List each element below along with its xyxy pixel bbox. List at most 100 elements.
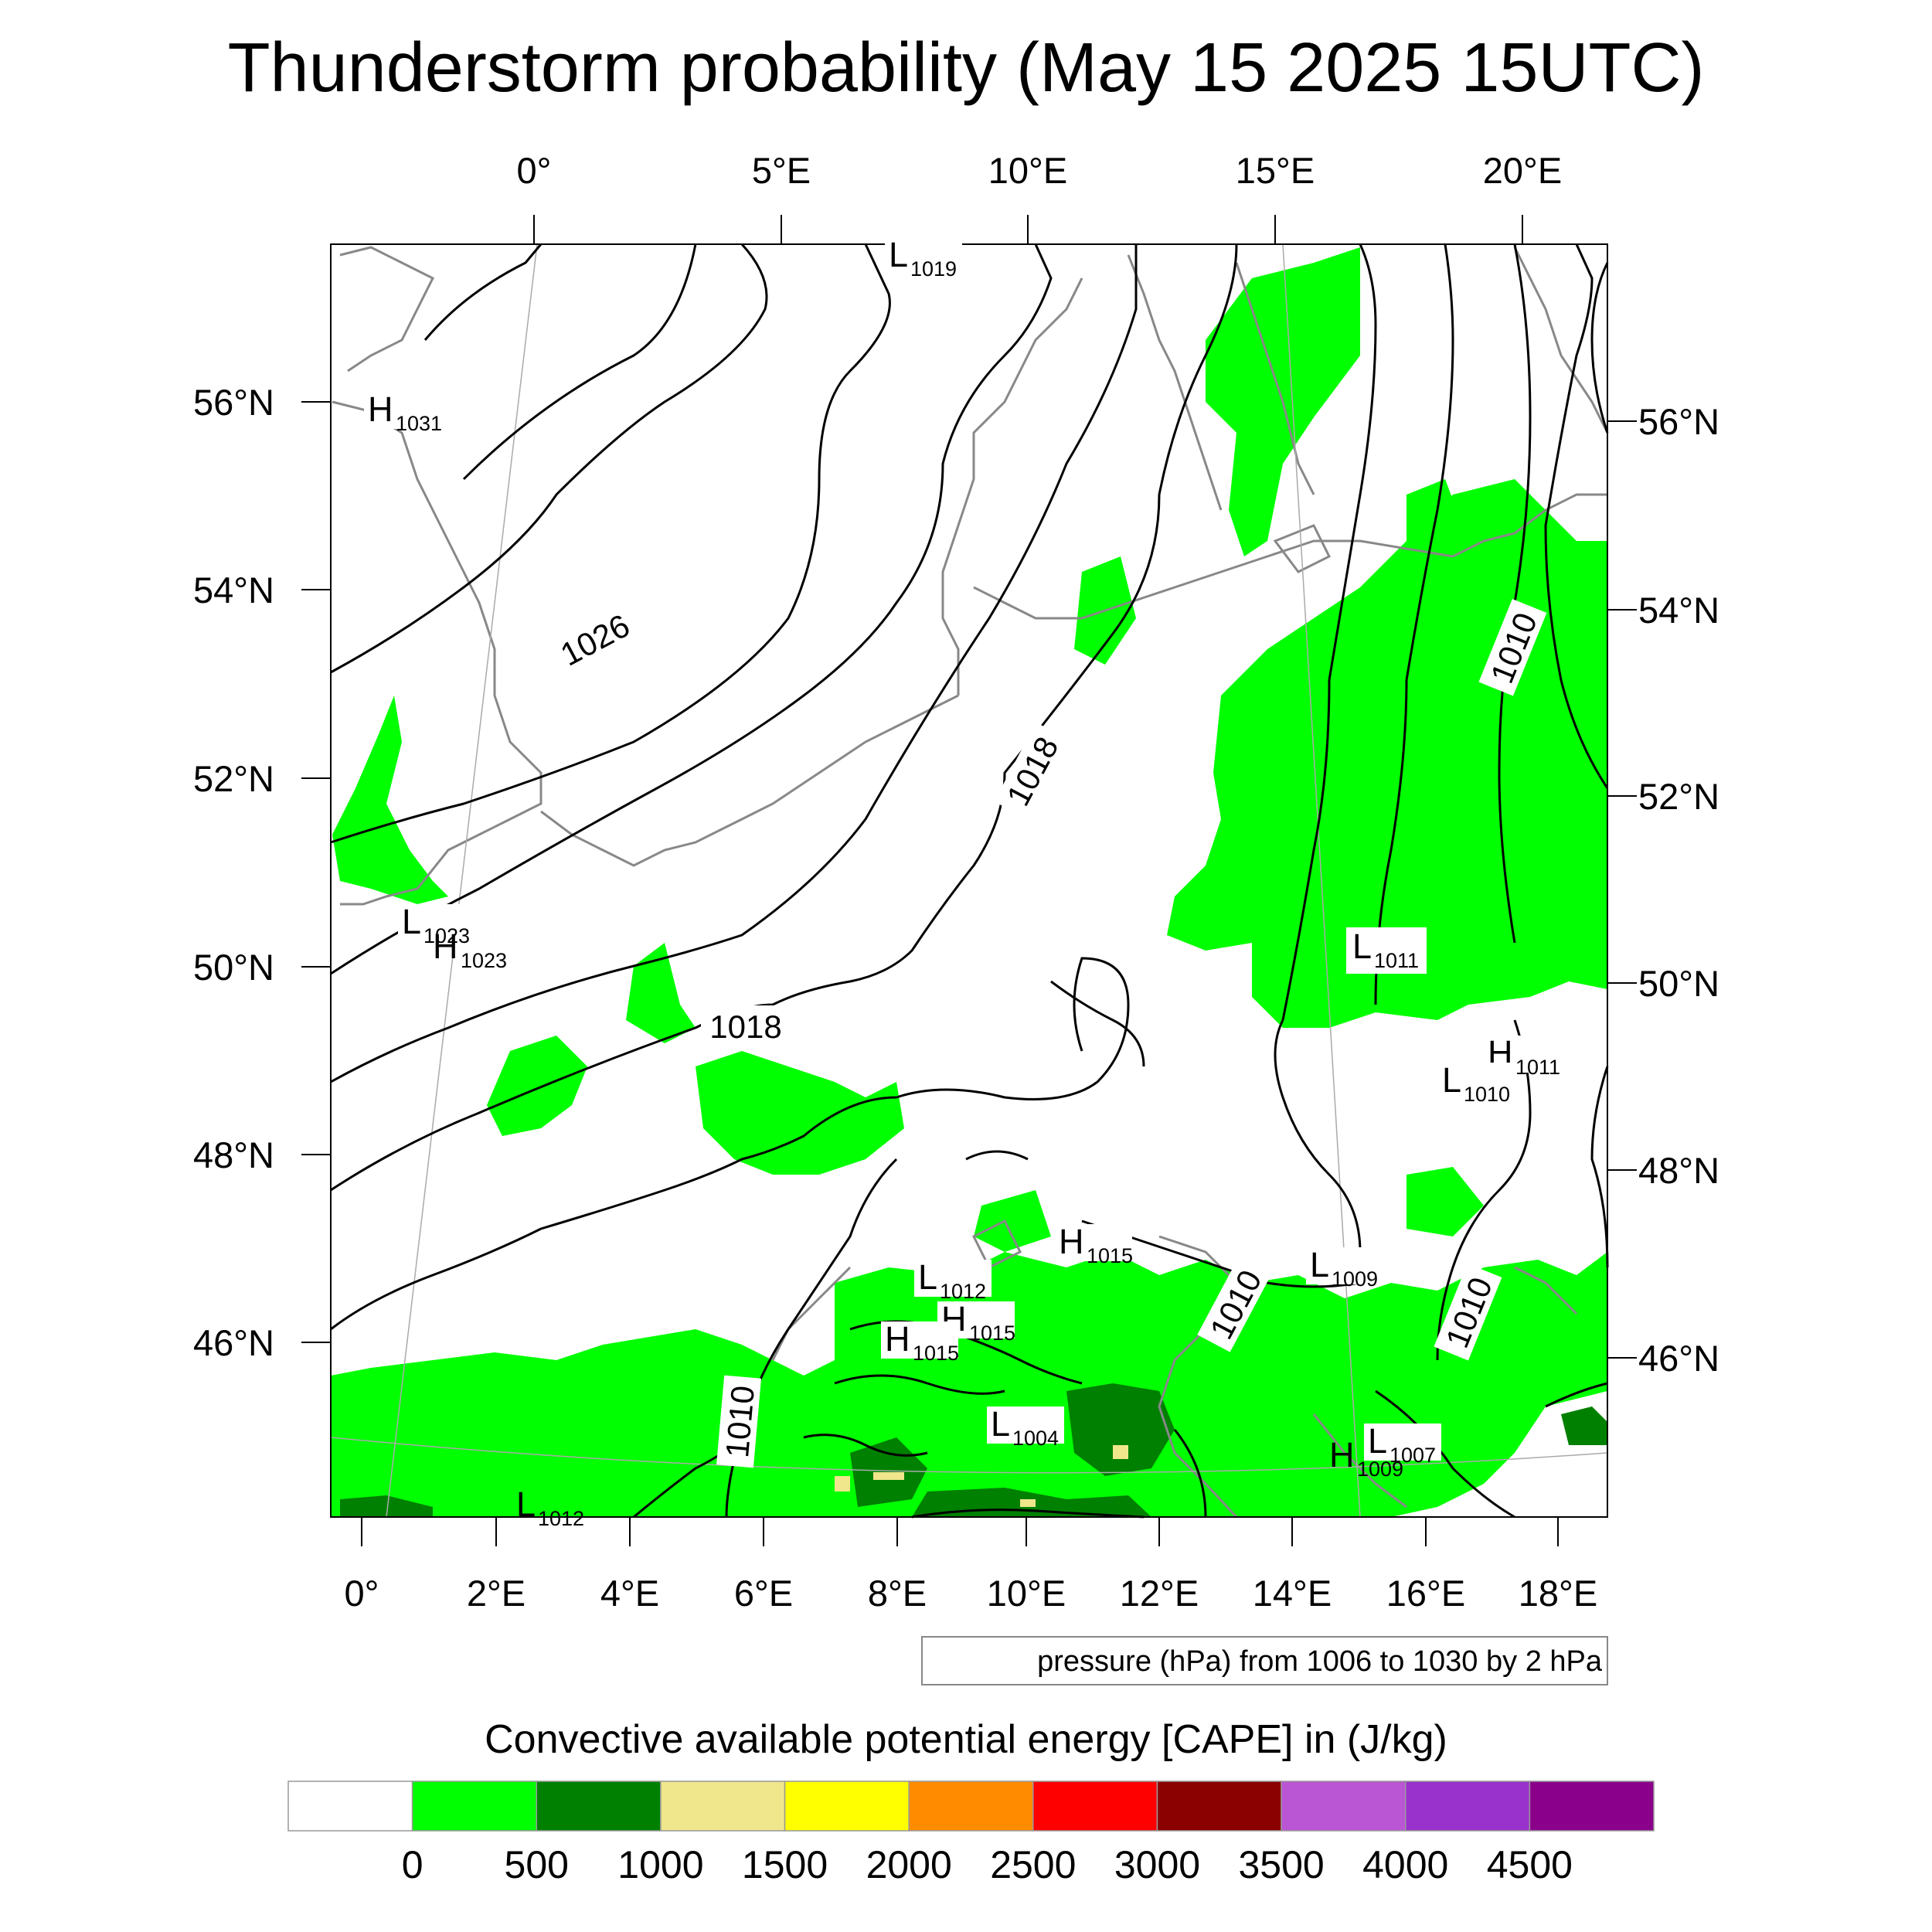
svg-text:L: L xyxy=(1442,1060,1461,1100)
pressure-center: L 1012 xyxy=(914,1257,992,1303)
map-title: Thunderstorm probability (May 15 2025 15… xyxy=(228,29,1705,107)
right-lat-tick: 50°N xyxy=(1638,963,1719,1004)
svg-text:1010: 1010 xyxy=(1464,1083,1510,1106)
svg-text:1012: 1012 xyxy=(940,1280,986,1303)
pressure-center: H 1031 xyxy=(364,389,442,435)
graticule xyxy=(330,243,1608,1518)
pressure-center: H 1009 xyxy=(1329,1435,1403,1481)
bottom-lon-tick: 2°E xyxy=(467,1573,526,1614)
left-lat-tick: 52°N xyxy=(193,758,274,799)
pressure-center: H 1011 xyxy=(1484,1033,1561,1079)
right-lat-tick: 48°N xyxy=(1638,1150,1719,1191)
pressure-center: L 1012 xyxy=(516,1485,584,1530)
colorbar-swatch xyxy=(536,1781,662,1832)
svg-text:1015: 1015 xyxy=(913,1342,959,1365)
bottom-lon-tick: 6°E xyxy=(734,1573,793,1614)
right-latitude-axis: 56°N 54°N 52°N 50°N 48°N 46°N xyxy=(1607,401,1719,1379)
colorbar-label: 2000 xyxy=(866,1843,952,1886)
svg-text:H: H xyxy=(1329,1435,1355,1475)
pressure-center: H 1015 xyxy=(1055,1222,1133,1267)
contour-note: pressure (hPa) from 1006 to 1030 by 2 hP… xyxy=(1037,1645,1603,1678)
svg-text:1023: 1023 xyxy=(423,924,470,947)
svg-text:L: L xyxy=(991,1404,1010,1444)
svg-text:1011: 1011 xyxy=(1515,1056,1560,1079)
svg-text:H: H xyxy=(885,1319,910,1359)
right-lat-tick: 46°N xyxy=(1638,1338,1719,1379)
top-longitude-axis: 0° 5°E 10°E 15°E 20°E xyxy=(517,150,1562,244)
svg-text:1007: 1007 xyxy=(1389,1444,1436,1467)
colorbar-label: 3500 xyxy=(1238,1843,1324,1886)
svg-text:L: L xyxy=(918,1257,937,1297)
bottom-lon-tick: 18°E xyxy=(1519,1573,1597,1614)
pressure-center: H 1015 xyxy=(881,1319,959,1365)
pressure-center: H 1023 xyxy=(433,927,507,972)
svg-text:H: H xyxy=(368,389,393,429)
top-lon-tick: 5°E xyxy=(752,150,811,191)
colorbar-swatch xyxy=(1032,1781,1158,1832)
colorbar-swatches xyxy=(287,1781,1655,1832)
pressure-center: L 1011 xyxy=(1346,927,1427,974)
svg-text:1012: 1012 xyxy=(538,1507,584,1530)
top-lon-tick: 0° xyxy=(517,150,552,191)
svg-text:L: L xyxy=(889,235,908,274)
svg-text:L: L xyxy=(516,1485,536,1524)
svg-text:1009: 1009 xyxy=(1357,1458,1403,1481)
isobar-label: 1010 xyxy=(719,1384,761,1459)
colorbar-swatch xyxy=(411,1781,538,1832)
svg-text:1011: 1011 xyxy=(1374,949,1419,972)
right-lat-tick: 52°N xyxy=(1638,776,1719,817)
colorbar-swatch xyxy=(660,1781,786,1832)
colorbar-label: 1000 xyxy=(617,1843,703,1886)
svg-text:1031: 1031 xyxy=(396,412,442,435)
colorbar-label: 3000 xyxy=(1114,1843,1200,1886)
pressure-center: L 1004 xyxy=(987,1404,1064,1450)
colorbar-swatch xyxy=(1529,1781,1655,1832)
colorbar-swatch xyxy=(908,1781,1034,1832)
svg-text:1023: 1023 xyxy=(461,949,507,972)
pressure-center: L 1009 xyxy=(1306,1245,1383,1291)
colorbar: Convective available potential energy [C… xyxy=(287,1717,1655,1886)
cape-fill-1000-1500 xyxy=(835,1445,1128,1507)
isobars xyxy=(330,243,1609,1519)
svg-text:L: L xyxy=(1310,1245,1329,1284)
top-lon-tick: 10°E xyxy=(988,150,1067,191)
colorbar-label: 500 xyxy=(505,1843,569,1886)
left-lat-tick: 46°N xyxy=(193,1322,274,1363)
svg-text:1015: 1015 xyxy=(1087,1244,1133,1267)
colorbar-label: 0 xyxy=(402,1843,423,1886)
contour-info-box: pressure (hPa) from 1006 to 1030 by 2 hP… xyxy=(921,1636,1608,1685)
colorbar-label: 4000 xyxy=(1362,1843,1448,1886)
svg-text:1009: 1009 xyxy=(1332,1267,1378,1291)
colorbar-swatch xyxy=(287,1781,413,1832)
colorbar-swatch xyxy=(1404,1781,1531,1832)
colorbar-title: Convective available potential energy [C… xyxy=(485,1717,1447,1762)
pressure-center: L 1010 xyxy=(1438,1060,1515,1106)
colorbar-swatch xyxy=(1281,1781,1406,1832)
right-lat-tick: 56°N xyxy=(1638,401,1719,442)
pressure-center: L 1007 xyxy=(1364,1421,1441,1467)
colorbar-swatch xyxy=(784,1781,910,1832)
svg-text:1004: 1004 xyxy=(1012,1427,1059,1450)
colorbar-label: 2500 xyxy=(990,1843,1076,1886)
bottom-longitude-axis: 0° 2°E 4°E 6°E 8°E 10°E 12°E 14°E 16°E 1… xyxy=(345,1517,1597,1614)
svg-text:L: L xyxy=(1368,1421,1387,1461)
svg-text:1015: 1015 xyxy=(969,1321,1015,1345)
colorbar-label: 4500 xyxy=(1487,1843,1573,1886)
left-lat-tick: 48°N xyxy=(193,1134,274,1175)
pressure-center: L 1019 xyxy=(885,235,962,281)
left-latitude-axis: 56°N 54°N 52°N 50°N 48°N 46°N xyxy=(193,382,331,1363)
pressure-center: L 1023 xyxy=(398,902,475,947)
left-lat-tick: 56°N xyxy=(193,382,274,423)
svg-text:L: L xyxy=(402,902,421,941)
bottom-lon-tick: 14°E xyxy=(1253,1573,1332,1614)
right-lat-tick: 54°N xyxy=(1638,590,1719,631)
colorbar-label: 1500 xyxy=(742,1843,828,1886)
bottom-lon-tick: 16°E xyxy=(1386,1573,1465,1614)
bottom-lon-tick: 12°E xyxy=(1120,1573,1199,1614)
svg-text:H: H xyxy=(433,927,458,966)
svg-text:L: L xyxy=(1352,927,1372,966)
svg-text:1019: 1019 xyxy=(910,257,957,281)
bottom-lon-tick: 8°E xyxy=(868,1573,927,1614)
top-lon-tick: 15°E xyxy=(1236,150,1315,191)
